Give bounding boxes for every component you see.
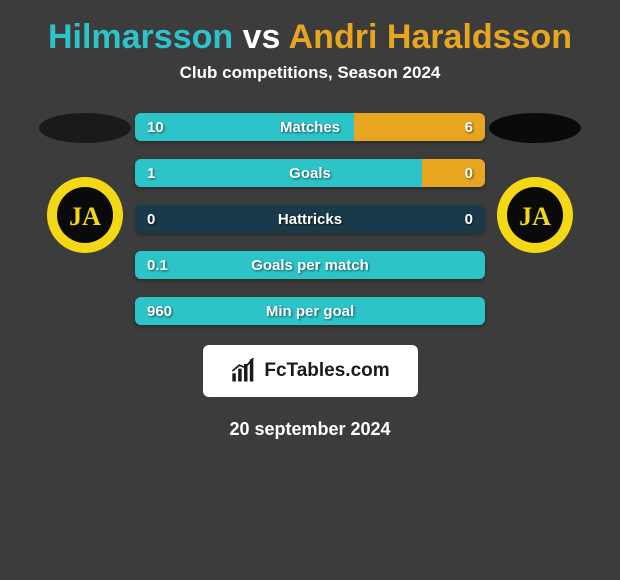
stat-label: Min per goal	[135, 297, 485, 325]
player2-name: Andri Haraldsson	[289, 18, 572, 56]
stat-label: Goals per match	[135, 251, 485, 279]
stat-row: 0.1Goals per match	[135, 251, 485, 279]
badge-text: JA	[69, 202, 101, 231]
stat-row: 960Min per goal	[135, 297, 485, 325]
stat-label: Matches	[135, 113, 485, 141]
right-column: JA	[485, 113, 585, 255]
stat-row: 1Goals0	[135, 159, 485, 187]
stat-label: Goals	[135, 159, 485, 187]
player2-club-badge: JA	[495, 175, 575, 255]
stat-right-value: 0	[465, 205, 473, 233]
site-logo[interactable]: FcTables.com	[203, 345, 418, 397]
player1-avatar-placeholder	[39, 113, 131, 143]
chart-icon	[230, 357, 258, 385]
stats-bars: 10Matches61Goals00Hattricks00.1Goals per…	[135, 113, 485, 325]
comparison-area: JA 10Matches61Goals00Hattricks00.1Goals …	[0, 113, 620, 325]
stat-row: 10Matches6	[135, 113, 485, 141]
stat-row: 0Hattricks0	[135, 205, 485, 233]
logo-text: FcTables.com	[264, 360, 389, 382]
left-column: JA	[35, 113, 135, 255]
player1-club-badge: JA	[45, 175, 125, 255]
date-text: 20 september 2024	[0, 419, 620, 440]
vs-text: vs	[243, 18, 281, 56]
stat-label: Hattricks	[135, 205, 485, 233]
badge-text: JA	[519, 202, 551, 231]
stat-right-value: 0	[465, 159, 473, 187]
subtitle: Club competitions, Season 2024	[0, 63, 620, 83]
page-title: Hilmarsson vs Andri Haraldsson	[0, 18, 620, 57]
player2-avatar-placeholder	[489, 113, 581, 143]
stat-right-value: 6	[465, 113, 473, 141]
player1-name: Hilmarsson	[48, 18, 233, 56]
